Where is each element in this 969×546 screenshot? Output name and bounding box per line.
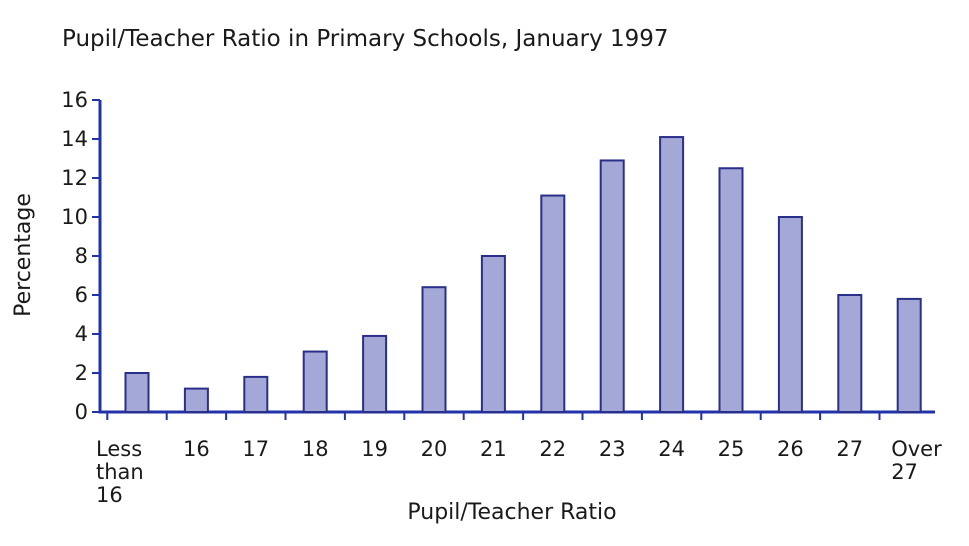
bar xyxy=(302,350,328,413)
x-tick-label: 16 xyxy=(183,437,210,461)
y-tick-label: 6 xyxy=(75,283,88,307)
x-tick-label: 27 xyxy=(836,437,863,461)
x-tick-label: 21 xyxy=(480,437,507,461)
x-tick-label: 26 xyxy=(777,437,804,461)
y-tick-label: 16 xyxy=(61,88,88,112)
x-tick-label: 25 xyxy=(718,437,745,461)
bar xyxy=(183,387,209,414)
y-tick-label: 8 xyxy=(75,244,88,268)
x-tick-label: 24 xyxy=(658,437,685,461)
x-tick-label: 22 xyxy=(539,437,566,461)
bar xyxy=(362,334,388,414)
bar xyxy=(243,375,269,413)
y-tick-label: 14 xyxy=(61,127,88,151)
x-tick-label: 23 xyxy=(599,437,626,461)
bar xyxy=(124,372,150,413)
x-tick-label: Over 27 xyxy=(891,437,942,484)
bar xyxy=(777,216,803,413)
y-tick-label: 4 xyxy=(75,322,88,346)
bar xyxy=(599,159,625,413)
bar xyxy=(718,167,744,413)
x-tick-label: 17 xyxy=(242,437,269,461)
x-tick-label: 20 xyxy=(421,437,448,461)
x-axis-label: Pupil/Teacher Ratio xyxy=(407,500,616,525)
y-tick-label: 10 xyxy=(61,205,88,229)
y-tick-label: 2 xyxy=(75,361,88,385)
y-tick-label: 0 xyxy=(75,400,88,424)
bar xyxy=(659,136,685,414)
y-tick-label: 12 xyxy=(61,166,88,190)
bar xyxy=(421,286,447,414)
x-tick-label: 19 xyxy=(361,437,388,461)
bar xyxy=(837,294,863,413)
x-tick-label: 18 xyxy=(302,437,329,461)
x-tick-label: Less than 16 xyxy=(96,437,144,507)
chart-title: Pupil/Teacher Ratio in Primary Schools, … xyxy=(62,26,669,52)
bar xyxy=(480,255,506,413)
bar xyxy=(540,194,566,413)
y-axis-label: Percentage xyxy=(11,193,36,317)
bar xyxy=(896,297,922,413)
